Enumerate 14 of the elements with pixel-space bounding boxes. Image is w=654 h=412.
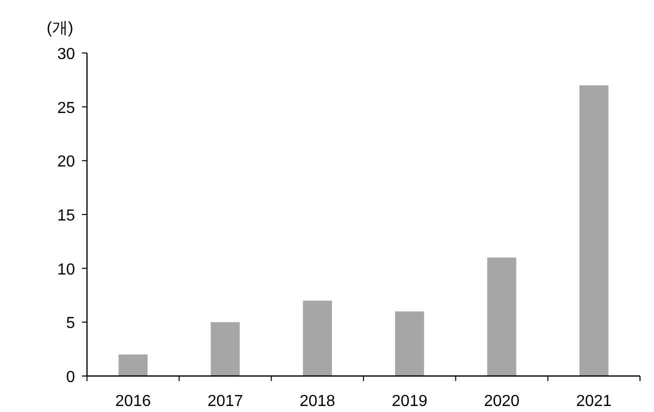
y-tick-label: 30 (57, 46, 76, 63)
x-tick-label: 2020 (484, 393, 520, 410)
y-tick-label: 10 (57, 261, 76, 278)
y-tick-label: 0 (66, 369, 76, 386)
y-tick-label: 25 (57, 100, 76, 117)
x-tick-label: 2018 (300, 393, 336, 410)
x-tick-label: 2017 (207, 393, 244, 410)
x-tick-label: 2019 (392, 393, 428, 410)
y-axis-title: (개) (46, 20, 74, 37)
x-tick-label: 2016 (115, 393, 151, 410)
y-tick-label: 15 (57, 208, 76, 224)
y-tick-label: 20 (57, 154, 76, 171)
x-tick-label: 2021 (576, 393, 612, 410)
y-tick-label: 5 (66, 315, 76, 332)
